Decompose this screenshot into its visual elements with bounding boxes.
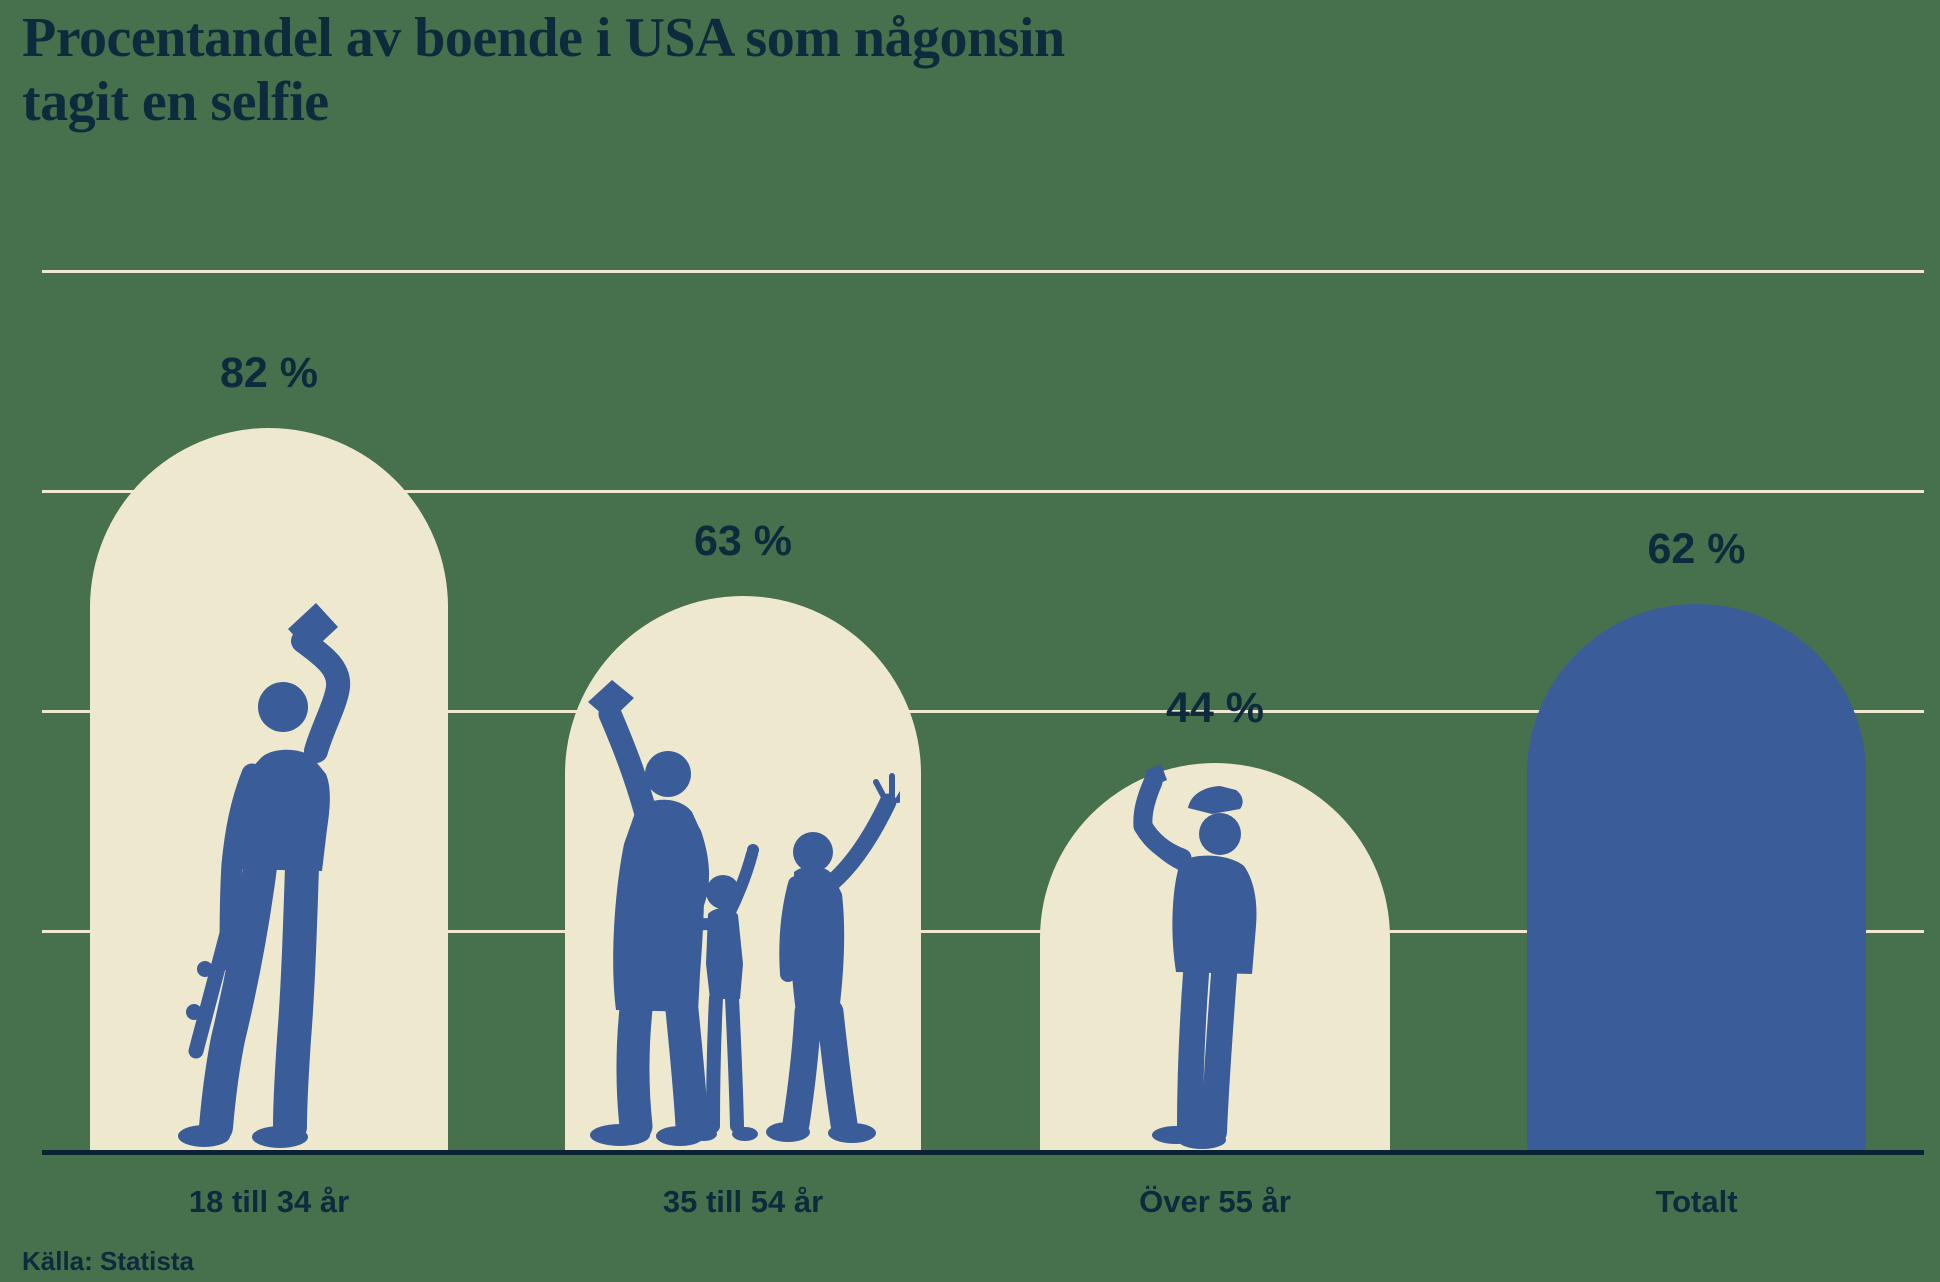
bar-over-55: 44 % Över 55 år	[1040, 684, 1390, 1219]
source-credit: Källa: Statista	[22, 1246, 194, 1276]
x-axis-baseline	[42, 1150, 1924, 1155]
skateboard-icon	[188, 899, 242, 1059]
teen-head	[793, 832, 833, 872]
bar-arch	[1527, 604, 1866, 1150]
child-torso	[706, 908, 743, 999]
young-man-selfie-skateboard-silhouette	[178, 603, 351, 1148]
category-label: 18 till 34 år	[188, 1184, 350, 1219]
adult-head	[645, 751, 691, 797]
value-label: 63 %	[693, 517, 793, 565]
category-label: 35 till 54 år	[662, 1184, 824, 1219]
gridline-75	[42, 490, 1924, 493]
bar-18-34: 82 % 18 till 34 år	[90, 349, 448, 1219]
flat-cap	[1188, 786, 1243, 814]
adult-torso	[613, 799, 705, 1012]
bar-35-54: 63 % 35 till 54 år	[565, 517, 921, 1219]
family-selfie-silhouette	[588, 680, 900, 1146]
value-label: 62 %	[1647, 525, 1746, 573]
bar-totalt: 62 % Totalt	[1527, 525, 1866, 1219]
gridline-100	[42, 270, 1924, 273]
gridline-50	[42, 710, 1924, 713]
chart-title: Procentandel av boende i USA som någonsi…	[22, 6, 1065, 135]
title-line-2: tagit en selfie	[22, 71, 329, 134]
torso	[238, 749, 330, 871]
teen-torso	[790, 866, 845, 1014]
value-label: 82 %	[219, 349, 319, 397]
value-label: 44 %	[1165, 684, 1265, 732]
torso	[1172, 855, 1257, 974]
head	[258, 682, 308, 732]
category-label: Totalt	[1655, 1184, 1738, 1219]
head	[1199, 813, 1241, 855]
gridline-25	[42, 930, 1924, 933]
category-label: Över 55 år	[1139, 1184, 1291, 1219]
older-man-selfie-silhouette	[1133, 764, 1257, 1149]
title-line-1: Procentandel av boende i USA som någonsi…	[22, 7, 1065, 69]
